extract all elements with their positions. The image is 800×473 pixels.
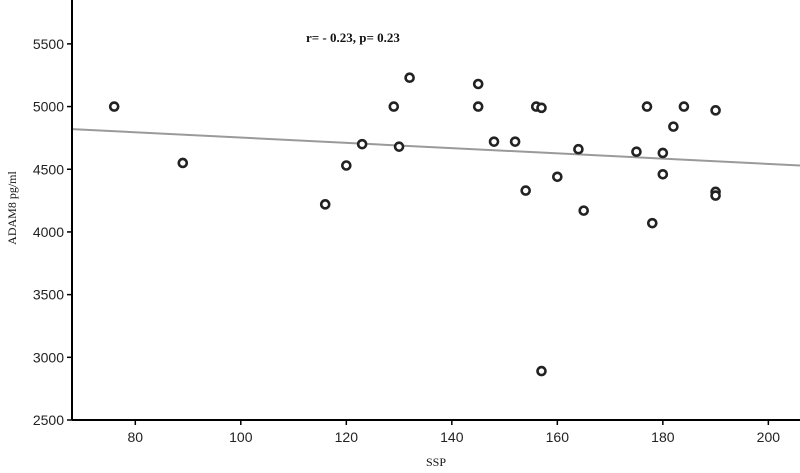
x-tick-label: 120 (335, 429, 359, 445)
data-point (578, 205, 590, 216)
x-tick-label: 100 (229, 429, 253, 445)
x-tick-label: 140 (440, 429, 464, 445)
data-point (509, 136, 521, 147)
data-point (657, 168, 669, 180)
data-point (404, 72, 415, 84)
y-tick-label: 3500 (33, 287, 64, 303)
regression-line (71, 128, 800, 167)
data-point (319, 199, 331, 210)
data-point (472, 101, 484, 112)
y-tick-label: 4000 (33, 224, 64, 240)
data-point (552, 171, 563, 183)
data-point (646, 217, 658, 229)
y-tick-label: 4500 (33, 161, 64, 177)
data-point (631, 146, 642, 158)
data-point (520, 185, 531, 196)
data-point (356, 138, 368, 150)
data-point (108, 101, 120, 112)
data-point (573, 143, 584, 155)
data-point (536, 365, 547, 377)
data-point (641, 101, 653, 112)
y-tick-label: 5000 (33, 99, 64, 115)
data-point (678, 101, 690, 112)
data-points (108, 72, 721, 377)
data-point (488, 136, 500, 147)
x-axis-ticks: 80 100 120 140 160 180 200 (128, 420, 781, 445)
correlation-annotation: r= - 0.23, p= 0.23 (306, 30, 400, 45)
data-point (710, 105, 721, 116)
data-point (393, 141, 405, 152)
data-point (710, 190, 721, 201)
data-point (472, 78, 484, 90)
data-point (341, 160, 352, 171)
x-tick-label: 160 (546, 429, 570, 445)
x-tick-label: 180 (651, 429, 675, 445)
y-tick-label: 3000 (33, 349, 64, 365)
x-tick-label: 200 (757, 429, 781, 445)
data-point (536, 102, 547, 114)
y-axis-title: ADAM8 pg/ml (5, 171, 19, 245)
y-tick-label: 2500 (33, 412, 64, 428)
data-point (668, 121, 679, 132)
y-axis-ticks: 2500 3000 3500 4000 4500 5000 5500 (33, 36, 72, 428)
data-point (177, 157, 189, 169)
data-point (388, 101, 400, 112)
data-point (657, 147, 669, 159)
y-tick-label: 5500 (33, 36, 64, 52)
x-tick-label: 80 (128, 429, 144, 445)
x-axis-title: SSP (426, 455, 446, 469)
